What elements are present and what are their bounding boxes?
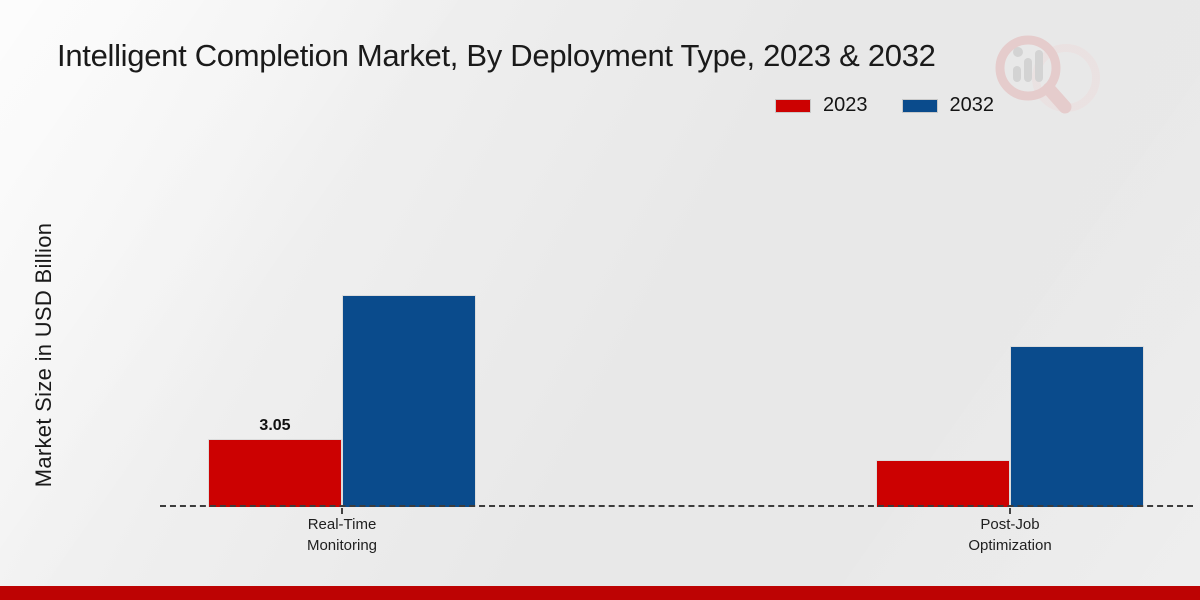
bar-2023-real-time-monitoring [208, 439, 342, 507]
chart-title: Intelligent Completion Market, By Deploy… [57, 38, 936, 73]
legend-item-2023: 2023 [775, 94, 868, 117]
category-label-real-time-monitoring: Real-Time Monitoring [306, 516, 378, 554]
x-axis-line [160, 505, 1193, 507]
legend-label-2032: 2032 [949, 94, 995, 116]
legend-swatch-2032 [901, 98, 938, 113]
bar-2023-post-job-optimization [876, 460, 1010, 507]
magnifier-bar-chart-icon [995, 35, 1100, 114]
bar-2032-post-job-optimization [1010, 346, 1144, 507]
value-label: 3.05 [259, 417, 291, 434]
legend-swatch-2023 [775, 98, 811, 113]
legend-item-2032: 2032 [901, 94, 995, 117]
legend-label-2023: 2023 [823, 94, 868, 116]
legend: 2023 2032 [775, 94, 994, 117]
bar-2032-real-time-monitoring [342, 295, 476, 507]
y-axis-label: Market Size in USD Billion [31, 222, 56, 488]
category-label-post-job-optimization: Post-Job Optimization [968, 516, 1052, 554]
footer-bar [0, 586, 1200, 600]
